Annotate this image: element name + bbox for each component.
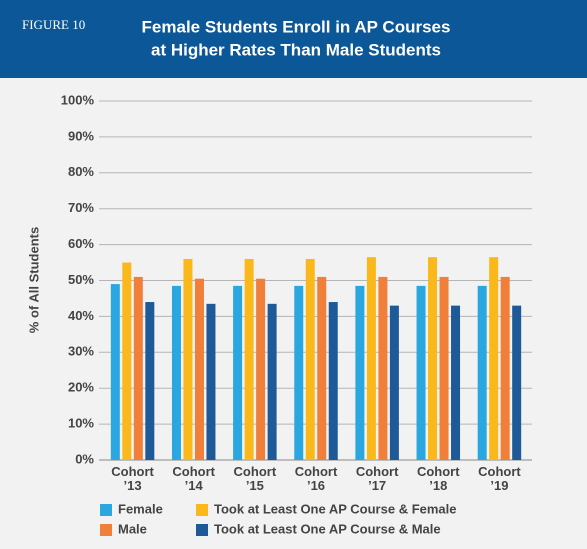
bar bbox=[378, 276, 388, 460]
chart-title: Female Students Enroll in AP Courses bbox=[142, 17, 451, 36]
x-tick-label: Cohort ’13 bbox=[111, 464, 154, 493]
legend-label: Female bbox=[118, 501, 163, 516]
bar bbox=[206, 303, 216, 460]
y-axis-title: % of All Students bbox=[26, 227, 41, 333]
bar bbox=[317, 276, 327, 460]
y-tick-label: 70% bbox=[68, 200, 94, 215]
y-tick-label: 100% bbox=[61, 92, 95, 107]
y-tick-label: 90% bbox=[68, 128, 94, 143]
legend-label: Male bbox=[118, 521, 147, 536]
bar bbox=[389, 305, 399, 460]
bar bbox=[183, 258, 193, 460]
x-tick-label: Cohort ’14 bbox=[172, 464, 215, 493]
legend-label: Took at Least One AP Course & Female bbox=[214, 501, 457, 516]
legend-swatch bbox=[196, 504, 208, 516]
legend-swatch bbox=[196, 524, 208, 536]
y-tick-label: 80% bbox=[68, 164, 94, 179]
x-tick-label: Cohort ’19 bbox=[478, 464, 521, 493]
y-tick-label: 50% bbox=[68, 272, 94, 287]
bar bbox=[305, 258, 315, 460]
legend-swatch bbox=[100, 504, 112, 516]
chart-subtitle: at Higher Rates Than Male Students bbox=[151, 40, 441, 59]
y-tick-label: 0% bbox=[75, 451, 94, 466]
x-tick-label: Cohort ’15 bbox=[234, 464, 277, 493]
bar bbox=[512, 305, 522, 460]
y-tick-label: 60% bbox=[68, 236, 94, 251]
y-tick-label: 30% bbox=[68, 344, 94, 359]
legend-swatch bbox=[100, 524, 112, 536]
bar bbox=[122, 262, 132, 460]
bar bbox=[477, 285, 487, 460]
bar bbox=[451, 305, 461, 460]
bar bbox=[244, 258, 254, 460]
bar bbox=[366, 257, 376, 460]
y-tick-label: 20% bbox=[68, 380, 94, 395]
bar bbox=[145, 302, 155, 460]
bar bbox=[256, 278, 266, 460]
figure-label: FIGURE 10 bbox=[22, 17, 85, 32]
bar bbox=[500, 276, 510, 460]
bar bbox=[328, 302, 338, 460]
x-tick-label: Cohort ’17 bbox=[356, 464, 399, 493]
bar bbox=[416, 285, 426, 460]
bar bbox=[133, 276, 143, 460]
bar bbox=[355, 285, 365, 460]
bar bbox=[294, 285, 304, 460]
y-tick-label: 40% bbox=[68, 308, 94, 323]
bar bbox=[194, 278, 204, 460]
y-tick-label: 10% bbox=[68, 416, 94, 431]
header bbox=[0, 0, 587, 78]
x-tick-label: Cohort ’16 bbox=[295, 464, 338, 493]
bar bbox=[171, 285, 181, 460]
bar bbox=[233, 285, 243, 460]
bar bbox=[489, 257, 499, 460]
bar bbox=[439, 276, 449, 460]
bar bbox=[428, 257, 438, 460]
bar bbox=[267, 303, 277, 460]
legend-label: Took at Least One AP Course & Male bbox=[214, 521, 441, 536]
bar bbox=[110, 284, 120, 460]
x-tick-label: Cohort ’18 bbox=[417, 464, 460, 493]
